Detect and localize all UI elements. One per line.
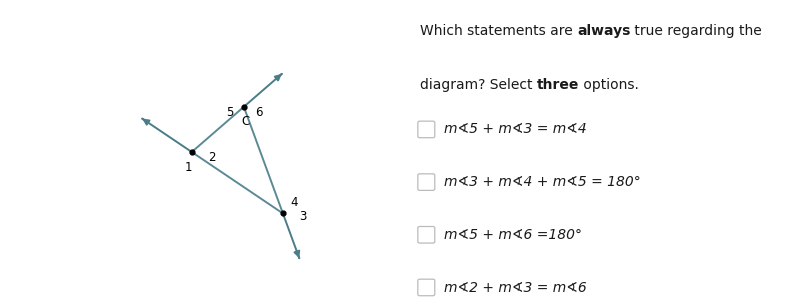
- Text: 3: 3: [299, 210, 306, 223]
- Text: 1: 1: [185, 160, 193, 174]
- Text: diagram? Select: diagram? Select: [420, 78, 537, 92]
- FancyBboxPatch shape: [418, 227, 434, 243]
- Text: 4: 4: [290, 197, 298, 209]
- Text: m∢5 + m∢3 = m∢4: m∢5 + m∢3 = m∢4: [445, 123, 587, 136]
- Text: always: always: [577, 24, 630, 38]
- Text: Which statements are: Which statements are: [420, 24, 577, 38]
- Text: m∢2 + m∢3 = m∢6: m∢2 + m∢3 = m∢6: [445, 281, 587, 294]
- Text: 2: 2: [208, 151, 215, 164]
- Text: 5: 5: [226, 106, 234, 119]
- Text: 6: 6: [255, 106, 262, 119]
- Text: options.: options.: [579, 78, 639, 92]
- Text: m∢3 + m∢4 + m∢5 = 180°: m∢3 + m∢4 + m∢5 = 180°: [445, 175, 642, 189]
- FancyBboxPatch shape: [418, 279, 434, 296]
- Text: m∢5 + m∢6 =180°: m∢5 + m∢6 =180°: [445, 228, 582, 242]
- FancyBboxPatch shape: [418, 174, 434, 191]
- FancyBboxPatch shape: [418, 121, 434, 138]
- Text: three: three: [537, 78, 579, 92]
- Text: true regarding the: true regarding the: [630, 24, 762, 38]
- Text: C: C: [241, 115, 250, 128]
